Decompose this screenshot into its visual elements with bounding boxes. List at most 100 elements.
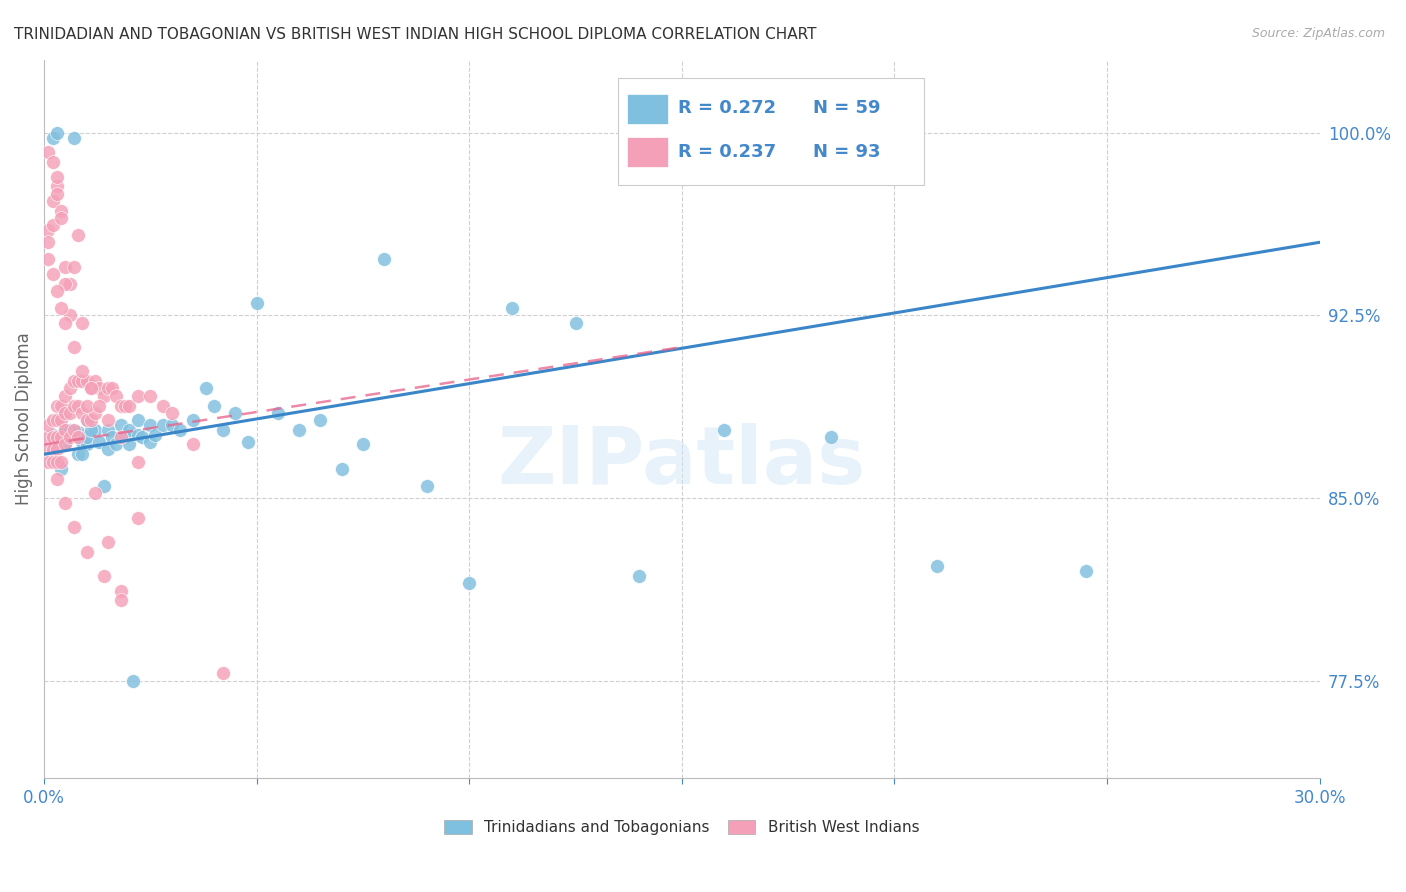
Point	[72, 364, 94, 378]
Point	[152, 399, 174, 413]
Point	[41, 413, 63, 427]
Point	[181, 437, 204, 451]
Point	[416, 479, 439, 493]
Point	[59, 309, 82, 323]
Point	[67, 430, 90, 444]
Point	[67, 227, 90, 242]
Point	[67, 425, 90, 440]
Point	[97, 423, 120, 437]
Point	[458, 576, 481, 591]
Text: R = 0.272: R = 0.272	[678, 100, 776, 118]
Point	[211, 666, 233, 681]
Point	[67, 374, 90, 388]
Point	[72, 406, 94, 420]
Point	[63, 130, 86, 145]
Point	[501, 301, 523, 315]
Point	[49, 430, 72, 444]
Point	[53, 437, 76, 451]
FancyBboxPatch shape	[619, 78, 924, 186]
Point	[49, 413, 72, 427]
Point	[59, 381, 82, 395]
Point	[41, 427, 63, 442]
Point	[93, 479, 115, 493]
Point	[194, 381, 217, 395]
Point	[110, 430, 132, 444]
Point	[49, 399, 72, 413]
Point	[127, 454, 149, 468]
Point	[89, 381, 111, 395]
Text: N = 59: N = 59	[813, 100, 880, 118]
Point	[160, 417, 183, 432]
Point	[110, 593, 132, 607]
Y-axis label: High School Diploma: High School Diploma	[15, 333, 32, 505]
Point	[127, 389, 149, 403]
Point	[211, 423, 233, 437]
Point	[53, 406, 76, 420]
Point	[224, 406, 246, 420]
Point	[288, 423, 311, 437]
Point	[76, 544, 98, 558]
Point	[820, 430, 842, 444]
Point	[72, 316, 94, 330]
Point	[45, 399, 67, 413]
Point	[59, 406, 82, 420]
Point	[53, 316, 76, 330]
Point	[564, 316, 586, 330]
Point	[76, 430, 98, 444]
Point	[181, 413, 204, 427]
Point	[45, 454, 67, 468]
Point	[169, 423, 191, 437]
Point	[105, 437, 128, 451]
Point	[37, 252, 59, 267]
Point	[1074, 564, 1097, 578]
Point	[80, 381, 103, 395]
Point	[41, 155, 63, 169]
Point	[84, 486, 107, 500]
Text: R = 0.237: R = 0.237	[678, 143, 776, 161]
Point	[67, 399, 90, 413]
Legend: Trinidadians and Tobagonians, British West Indians: Trinidadians and Tobagonians, British We…	[444, 820, 920, 835]
Point	[37, 454, 59, 468]
Point	[202, 399, 225, 413]
Point	[67, 447, 90, 461]
Point	[37, 223, 59, 237]
Point	[127, 427, 149, 442]
Point	[49, 454, 72, 468]
Point	[63, 423, 86, 437]
FancyBboxPatch shape	[627, 94, 668, 124]
Point	[80, 423, 103, 437]
Point	[59, 277, 82, 291]
Point	[63, 374, 86, 388]
Point	[118, 437, 141, 451]
Point	[110, 583, 132, 598]
Point	[76, 399, 98, 413]
Point	[53, 423, 76, 437]
Point	[45, 442, 67, 457]
Point	[139, 417, 162, 432]
Point	[110, 417, 132, 432]
Text: Source: ZipAtlas.com: Source: ZipAtlas.com	[1251, 27, 1385, 40]
Point	[105, 389, 128, 403]
Point	[53, 437, 76, 451]
Point	[127, 510, 149, 524]
Point	[84, 406, 107, 420]
Point	[63, 520, 86, 534]
Point	[76, 437, 98, 451]
Point	[80, 381, 103, 395]
Text: N = 93: N = 93	[813, 143, 880, 161]
Point	[309, 413, 332, 427]
Point	[152, 417, 174, 432]
Point	[45, 472, 67, 486]
Point	[63, 340, 86, 354]
Point	[53, 496, 76, 510]
Point	[37, 442, 59, 457]
Point	[63, 399, 86, 413]
Point	[45, 430, 67, 444]
Point	[127, 413, 149, 427]
Point	[352, 437, 374, 451]
Text: TRINIDADIAN AND TOBAGONIAN VS BRITISH WEST INDIAN HIGH SCHOOL DIPLOMA CORRELATIO: TRINIDADIAN AND TOBAGONIAN VS BRITISH WE…	[14, 27, 817, 42]
Point	[76, 413, 98, 427]
Point	[89, 399, 111, 413]
Point	[45, 169, 67, 184]
Point	[97, 535, 120, 549]
